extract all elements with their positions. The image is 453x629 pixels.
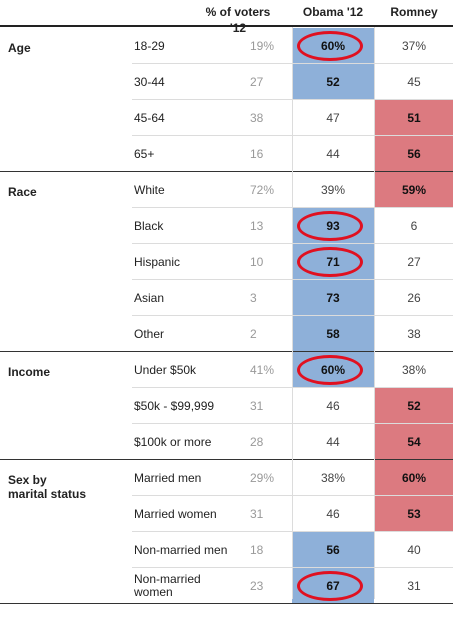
obama-value: 60% xyxy=(292,28,374,64)
group-label: Age xyxy=(8,41,31,55)
row-divider xyxy=(0,459,453,460)
table-row: 65+ 16 44 56 xyxy=(0,136,453,172)
pct-voters-value: 13 xyxy=(250,219,264,233)
obama-value: 56 xyxy=(292,532,374,568)
table-row: Married women 31 46 53 xyxy=(0,496,453,532)
pct-voters-value: 18 xyxy=(250,543,264,557)
table-row: Income Under $50k 41% 60% 38% xyxy=(0,352,453,388)
subgroup-label: 45-64 xyxy=(134,110,165,125)
header-obama: Obama '12 xyxy=(302,5,364,19)
obama-value: 38% xyxy=(320,471,346,485)
obama-value: 46 xyxy=(326,507,340,521)
obama-value: 67 xyxy=(292,568,374,604)
pct-voters-value: 28 xyxy=(250,435,264,449)
pct-voters-value: 27 xyxy=(250,75,264,89)
table-row: Age 18-29 19% 60% 37% xyxy=(0,28,453,64)
romney-value: 51 xyxy=(374,100,453,136)
pct-voters-value: 31 xyxy=(250,399,264,413)
group-label: Race xyxy=(8,185,37,199)
pct-voters-value: 23 xyxy=(250,579,264,593)
obama-value: 39% xyxy=(320,183,346,197)
romney-value: 37% xyxy=(401,39,427,53)
row-divider xyxy=(0,351,453,352)
obama-value: 46 xyxy=(326,399,340,413)
romney-value: 60% xyxy=(374,460,453,496)
pct-voters-value: 72% xyxy=(250,183,275,197)
table-row: Non-married men 18 56 40 xyxy=(0,532,453,568)
group-label: Income xyxy=(8,365,51,379)
column-divider xyxy=(292,27,293,599)
subgroup-label: Other xyxy=(134,326,165,341)
subgroup-label: 18-29 xyxy=(134,38,165,53)
obama-value: 71 xyxy=(292,244,374,280)
table-row: Black 13 93 6 xyxy=(0,208,453,244)
romney-value: 38 xyxy=(407,327,421,341)
obama-value: 47 xyxy=(326,111,340,125)
table-row: Hispanic 10 71 27 xyxy=(0,244,453,280)
subgroup-label: Black xyxy=(134,218,164,233)
header-romney: Romney xyxy=(390,5,438,19)
pct-voters-value: 19% xyxy=(250,39,275,53)
romney-value: 6 xyxy=(410,219,418,233)
table-row: Other 2 58 38 xyxy=(0,316,453,352)
romney-value: 31 xyxy=(407,579,421,593)
pct-voters-value: 29% xyxy=(250,471,275,485)
pct-voters-value: 3 xyxy=(250,291,257,305)
romney-value: 26 xyxy=(407,291,421,305)
row-divider xyxy=(0,171,453,172)
subgroup-label: $100k or more xyxy=(134,434,212,449)
subgroup-label: Non-married men xyxy=(134,542,228,557)
subgroup-label: White xyxy=(134,182,165,197)
obama-value: 44 xyxy=(326,147,340,161)
subgroup-label: Married men xyxy=(134,470,202,485)
romney-value: 38% xyxy=(401,363,427,377)
table-row: Asian 3 73 26 xyxy=(0,280,453,316)
column-divider xyxy=(374,27,375,599)
group-label: Sex by marital status xyxy=(8,473,87,501)
obama-value: 93 xyxy=(292,208,374,244)
subgroup-label: 30-44 xyxy=(134,74,165,89)
header-rule xyxy=(0,25,453,27)
obama-value: 44 xyxy=(326,435,340,449)
row-divider xyxy=(0,603,453,604)
pct-voters-value: 41% xyxy=(250,363,275,377)
blank-header-box xyxy=(10,4,110,18)
romney-value: 56 xyxy=(374,136,453,172)
subgroup-label: Non-married women xyxy=(134,572,201,599)
obama-value: 58 xyxy=(292,316,374,352)
romney-value: 40 xyxy=(407,543,421,557)
subgroup-label: Under $50k xyxy=(134,362,197,377)
subgroup-label: Hispanic xyxy=(134,254,181,269)
table-row: $100k or more 28 44 54 xyxy=(0,424,453,460)
subgroup-label: Married women xyxy=(134,506,217,521)
table-row: Non-married women 23 67 31 xyxy=(0,568,453,604)
romney-value: 52 xyxy=(374,388,453,424)
romney-value: 54 xyxy=(374,424,453,460)
pct-voters-value: 31 xyxy=(250,507,264,521)
table-row: Sex by marital status Married men 29% 38% 60… xyxy=(0,460,453,501)
obama-value: 73 xyxy=(292,280,374,316)
subgroup-label: $50k - $99,999 xyxy=(134,398,215,413)
romney-value: 53 xyxy=(374,496,453,532)
table-row: 30-44 27 52 45 xyxy=(0,64,453,100)
romney-value: 59% xyxy=(374,172,453,208)
obama-value: 52 xyxy=(292,64,374,100)
subgroup-label: 65+ xyxy=(134,146,155,161)
table-row: Race White 72% 39% 59% xyxy=(0,172,453,208)
table-row: $50k - $99,999 31 46 52 xyxy=(0,388,453,424)
pct-voters-value: 38 xyxy=(250,111,264,125)
romney-value: 45 xyxy=(407,75,421,89)
pct-voters-value: 2 xyxy=(250,327,257,341)
pct-voters-value: 10 xyxy=(250,255,264,269)
subgroup-label: Asian xyxy=(134,290,165,305)
romney-value: 27 xyxy=(407,255,421,269)
header-pct-voters: % of voters '12 xyxy=(205,5,271,35)
obama-value: 60% xyxy=(292,352,374,388)
table-row: 45-64 38 47 51 xyxy=(0,100,453,136)
pct-voters-value: 16 xyxy=(250,147,264,161)
